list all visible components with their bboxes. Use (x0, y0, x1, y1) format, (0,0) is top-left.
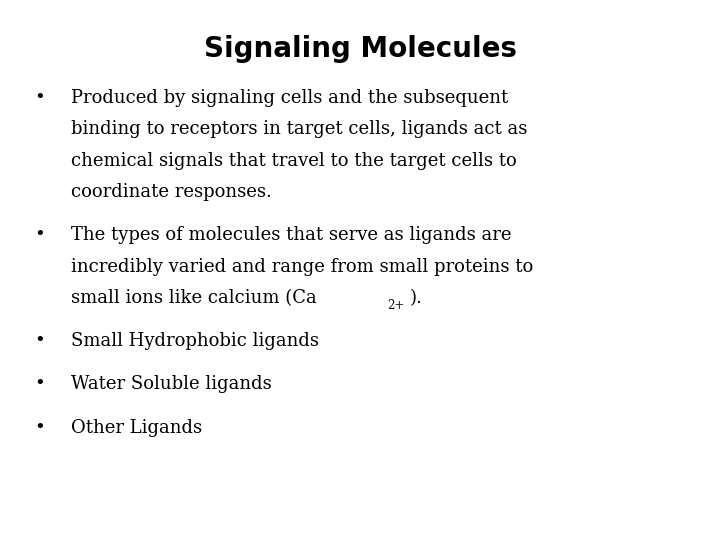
Text: binding to receptors in target cells, ligands act as: binding to receptors in target cells, li… (71, 120, 527, 138)
Text: 2+: 2+ (387, 299, 405, 312)
Text: Signaling Molecules: Signaling Molecules (204, 35, 516, 63)
Text: •: • (35, 89, 45, 107)
Text: chemical signals that travel to the target cells to: chemical signals that travel to the targ… (71, 152, 516, 170)
Text: Other Ligands: Other Ligands (71, 418, 202, 436)
Text: The types of molecules that serve as ligands are: The types of molecules that serve as lig… (71, 226, 511, 244)
Text: •: • (35, 375, 45, 393)
Text: incredibly varied and range from small proteins to: incredibly varied and range from small p… (71, 258, 533, 275)
Text: Small Hydrophobic ligands: Small Hydrophobic ligands (71, 332, 318, 350)
Text: •: • (35, 418, 45, 436)
Text: •: • (35, 226, 45, 244)
Text: coordinate responses.: coordinate responses. (71, 183, 271, 201)
Text: 2+: 2+ (387, 299, 405, 312)
Text: Produced by signaling cells and the subsequent: Produced by signaling cells and the subs… (71, 89, 508, 107)
Text: ).: ). (410, 289, 423, 307)
Text: small ions like calcium (Ca: small ions like calcium (Ca (71, 289, 316, 307)
Text: •: • (35, 332, 45, 350)
Text: Water Soluble ligands: Water Soluble ligands (71, 375, 271, 393)
